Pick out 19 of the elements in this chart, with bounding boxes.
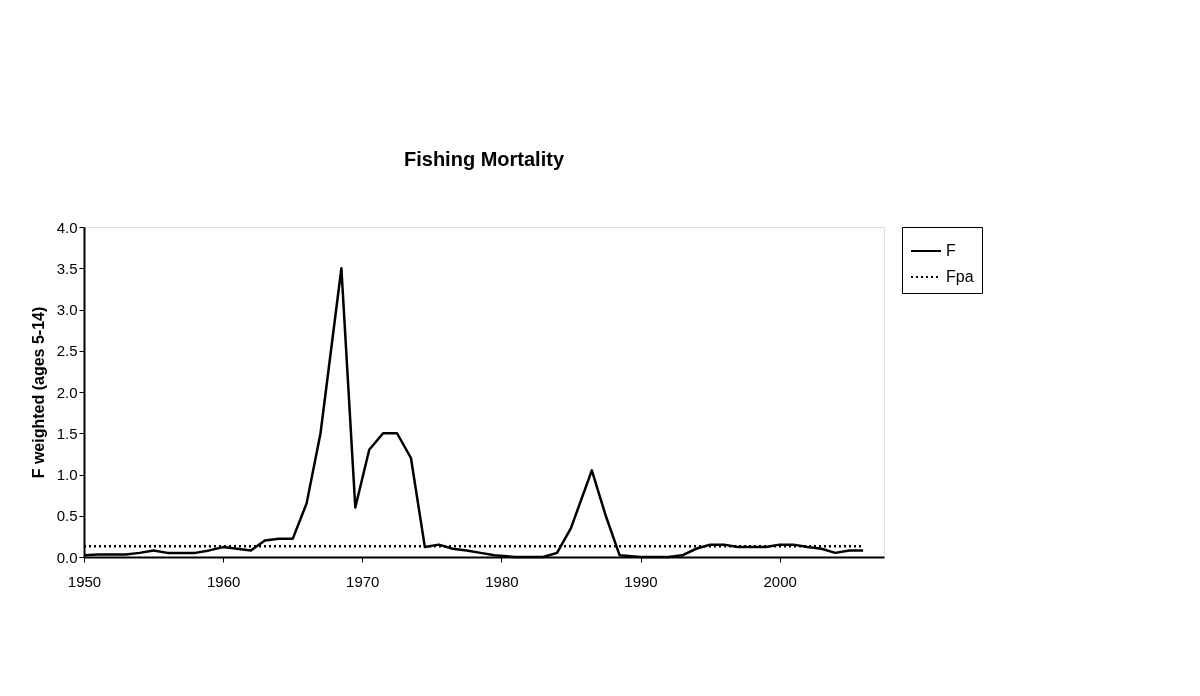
- legend-label: F: [946, 242, 956, 259]
- y-tick-label: 0.5: [56, 507, 78, 525]
- y-tick-label: 3.0: [56, 301, 78, 318]
- y-tick-label: 3.5: [56, 259, 78, 277]
- legend-label: Fpa: [946, 268, 974, 285]
- x-tick-label: 1980: [485, 572, 519, 590]
- y-tick-label: 0.0: [56, 548, 78, 566]
- y-tick-label: 1.5: [56, 424, 78, 442]
- x-tick-label: 1970: [346, 572, 380, 590]
- x-tick-label: 2000: [763, 572, 797, 590]
- x-tick-label: 1960: [206, 572, 241, 590]
- x-tick-label: 1990: [624, 572, 658, 590]
- y-tick-label: 4.0: [56, 218, 78, 236]
- y-axis-title: F weighted (ages 5-14): [29, 306, 47, 479]
- y-tick-label: 2.5: [56, 342, 78, 360]
- x-tick-label: 1950: [67, 572, 102, 590]
- chart-title: Fishing Mortality: [404, 148, 565, 170]
- y-tick-label: 1.0: [56, 466, 78, 483]
- y-tick-label: 2.0: [56, 383, 78, 401]
